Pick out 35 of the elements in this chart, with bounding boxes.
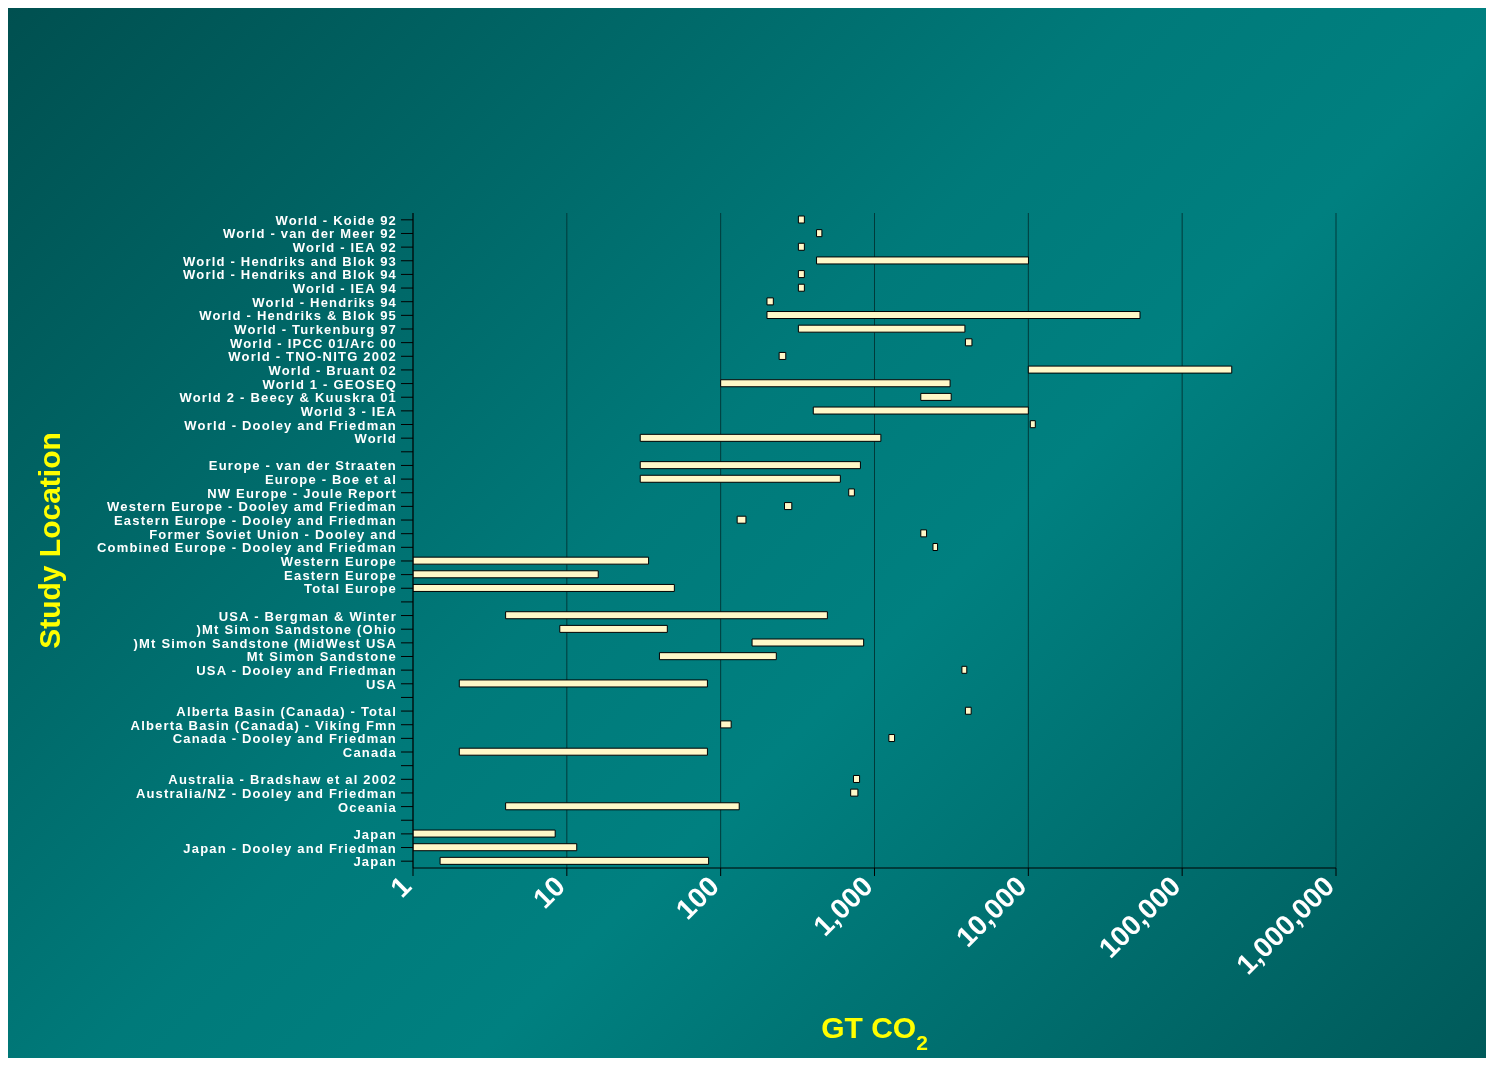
y-tick-label: World - TNO-NITG 2002 [228,349,397,365]
y-tick-label: World - Dooley and Friedman [184,417,397,433]
y-tick-label: USA - Dooley and Friedman [196,663,397,679]
y-tick-label: Australia - Bradshaw et al 2002 [168,772,397,788]
x-tick-label: 100 [669,870,725,926]
y-tick-label: Australia/NZ - Dooley and Friedman [135,785,397,801]
y-tick-label: Japan [353,826,397,842]
x-axis-title: GT CO$_{2}$ [821,1011,928,1054]
y-tick-label: Eastern Europe - Dooley and Friedman [113,513,397,529]
y-tick-label: World [354,431,397,447]
y-tick-label: World - Bruant 02 [268,362,397,378]
y-tick-label: )Mt Simon Sandstone (Ohio [196,622,397,638]
y-axis-title: Study Location [33,432,66,649]
y-tick-label: World 3 - IEA [300,403,397,419]
y-tick-label: Oceania [338,799,397,815]
y-tick-label: Canada [342,745,397,761]
y-tick-label: Europe - van der Straaten [208,458,397,474]
y-tick-label: USA [365,676,397,692]
y-tick-label: Combined Europe - Dooley and Friedman [96,540,397,556]
y-tick-label: World 1 - GEOSEQ [262,376,397,392]
y-tick-label: World - Hendriks and Blok 94 [183,267,397,283]
y-tick-label: World - Hendriks and Blok 93 [183,253,397,269]
y-tick-label: World - IEA 94 [292,281,397,297]
y-tick-label: Alberta Basin (Canada) - Total [176,704,397,720]
y-tick-label: World - Turkenburg 97 [234,321,397,337]
y-tick-label: World - van der Meer 92 [222,226,397,242]
y-tick-label: World - Hendriks & Blok 95 [199,308,397,324]
y-tick-label: Japan [353,854,397,870]
y-tick-label: World - Hendriks 94 [252,294,397,310]
y-tick-label: USA - Bergman & Winter [218,608,397,624]
x-tick-label: 10 [527,870,572,915]
y-tick-label: Europe - Boe et al [264,472,397,488]
y-tick-label: World - IEA 92 [292,240,397,256]
x-tick-label: 1 [384,870,418,904]
y-tick-label: World - Koide 92 [275,212,397,228]
